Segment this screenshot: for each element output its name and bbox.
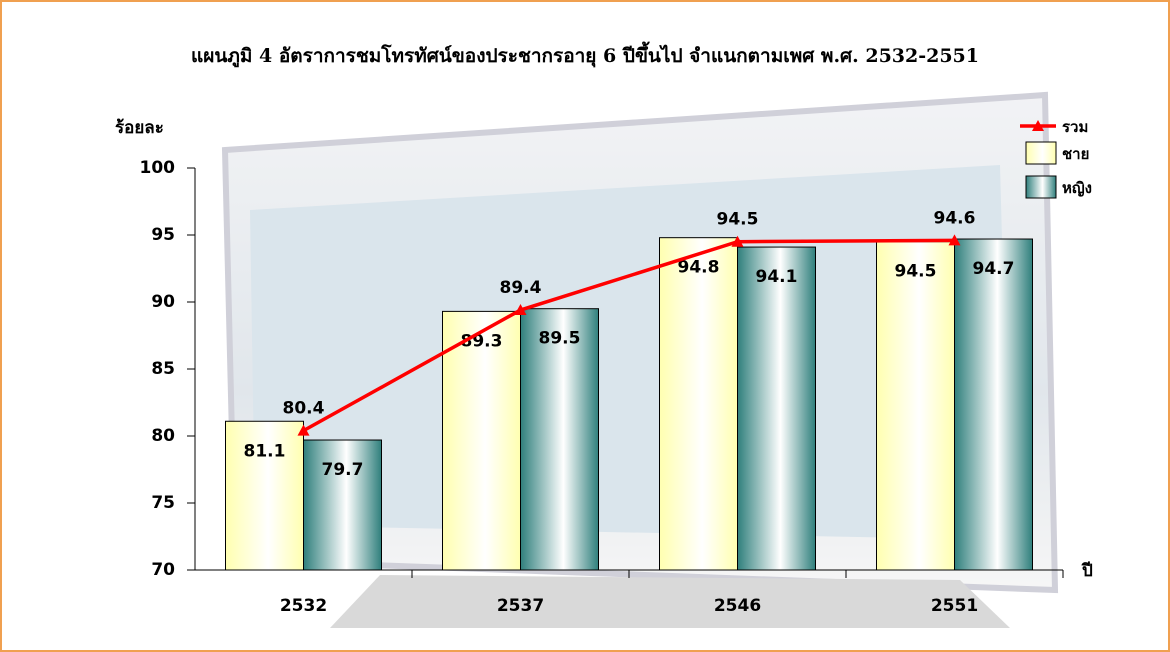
- x-tick-label: 2537: [497, 596, 544, 616]
- y-tick-label: 90: [151, 292, 175, 312]
- legend-marker: [1032, 120, 1044, 131]
- line-value-label: 80.4: [283, 399, 325, 419]
- bar: [225, 420, 304, 571]
- line-marker: [297, 424, 310, 436]
- bar: [876, 241, 955, 571]
- bar: [442, 310, 521, 571]
- x-tick-label: 2546: [714, 596, 761, 616]
- y-tick-label: 75: [151, 493, 175, 513]
- bar-value-label: 94.1: [756, 267, 798, 287]
- chart-title: แผนภูมิ 4 อัตราการชมโทรทัศน์ของประชากรอา…: [191, 41, 979, 68]
- legend-swatch: [1025, 141, 1057, 165]
- line-value-label: 94.6: [934, 208, 976, 228]
- legend-label: หญิง: [1062, 179, 1092, 197]
- tv-background: [221, 91, 1059, 628]
- bar: [303, 439, 382, 571]
- bar-value-label: 94.8: [678, 258, 720, 278]
- line-value-label: 89.4: [500, 278, 542, 298]
- x-tick-label: 2532: [280, 596, 327, 616]
- y-tick-label: 85: [151, 359, 175, 379]
- y-tick-label: 70: [151, 560, 175, 580]
- bar: [954, 238, 1033, 571]
- bar: [659, 237, 738, 571]
- y-axis-label: ร้อยละ: [115, 118, 164, 138]
- y-tick-label: 95: [151, 225, 175, 245]
- y-tick-label: 80: [151, 426, 175, 446]
- legend-label: ชาย: [1062, 145, 1089, 163]
- bar-value-label: 89.5: [539, 329, 581, 349]
- bar: [520, 308, 599, 571]
- y-tick-label: 100: [140, 158, 176, 178]
- x-tick-label: 2551: [931, 596, 978, 616]
- line-marker: [731, 235, 744, 247]
- line-marker: [948, 234, 961, 246]
- bar-value-label: 81.1: [244, 441, 286, 461]
- x-axis-label: ปี: [1081, 560, 1093, 581]
- line-marker: [514, 304, 527, 316]
- bar-value-label: 94.7: [973, 259, 1015, 279]
- bar-value-label: 94.5: [895, 262, 937, 282]
- bar: [737, 246, 816, 571]
- legend-swatch: [1025, 175, 1057, 199]
- bar-value-label: 79.7: [322, 460, 364, 480]
- legend-label: รวม: [1062, 118, 1088, 136]
- line-value-label: 94.5: [717, 210, 759, 230]
- line: [302, 238, 955, 433]
